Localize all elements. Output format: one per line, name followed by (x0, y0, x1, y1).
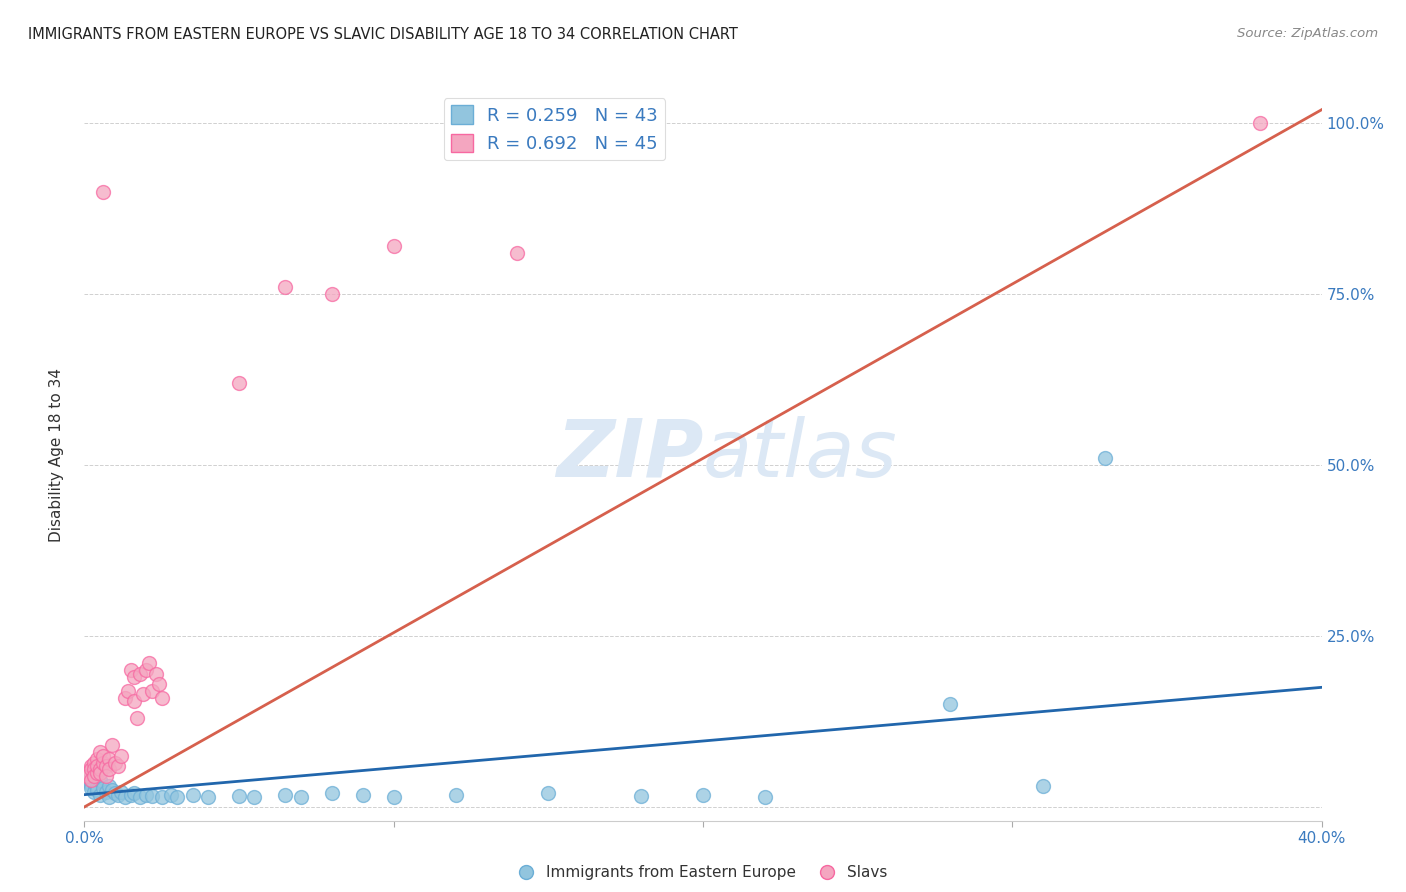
Point (135, 663, 157, 677)
Point (86, 765, 108, 780)
Point (382, 789, 405, 804)
Point (321, 786, 343, 800)
Point (1032, 780, 1054, 794)
Point (506, 246, 529, 260)
Point (86, 759, 108, 773)
Point (79, 759, 101, 773)
Point (104, 786, 127, 800)
Legend: Immigrants from Eastern Europe, Slavs: Immigrants from Eastern Europe, Slavs (513, 859, 893, 886)
Point (537, 786, 560, 800)
Point (117, 683, 139, 698)
Point (160, 788, 183, 802)
Point (135, 788, 157, 802)
Point (197, 789, 219, 804)
Point (1249, 116, 1271, 130)
Point (89, 765, 111, 780)
Point (76, 769, 98, 783)
Point (83, 769, 105, 783)
Point (754, 789, 776, 804)
Point (89, 788, 111, 802)
Point (114, 789, 136, 804)
Point (166, 789, 188, 804)
Point (141, 789, 163, 803)
Point (181, 788, 204, 802)
Text: ZIP: ZIP (555, 416, 703, 494)
Point (98, 752, 121, 766)
Point (83, 776, 105, 790)
Point (150, 789, 173, 804)
Point (86, 780, 108, 794)
Point (94, 769, 117, 783)
Point (91, 756, 114, 770)
Text: atlas: atlas (703, 416, 898, 494)
Point (107, 788, 129, 802)
Point (83, 763, 105, 777)
Y-axis label: Disability Age 18 to 34: Disability Age 18 to 34 (49, 368, 63, 542)
Point (79, 778, 101, 792)
Point (79, 780, 101, 795)
Point (243, 789, 266, 804)
Point (132, 687, 155, 701)
Point (91, 185, 114, 199)
Point (122, 694, 145, 708)
Point (89, 772, 111, 787)
Point (122, 670, 145, 684)
Point (120, 788, 142, 802)
Point (91, 748, 114, 763)
Point (89, 763, 111, 777)
Point (101, 739, 124, 753)
Point (98, 780, 121, 794)
Point (110, 785, 132, 799)
Point (104, 756, 127, 770)
Point (228, 789, 250, 803)
Point (274, 788, 297, 802)
Point (692, 788, 714, 802)
Point (79, 763, 101, 777)
Point (444, 788, 467, 802)
Point (148, 677, 170, 691)
Text: Source: ZipAtlas.com: Source: ZipAtlas.com (1237, 27, 1378, 40)
Point (145, 666, 167, 681)
Point (110, 748, 132, 763)
Point (89, 745, 111, 759)
Point (76, 774, 98, 789)
Point (107, 759, 129, 773)
Point (94, 759, 117, 773)
Point (79, 772, 101, 787)
Point (114, 690, 136, 705)
Point (129, 666, 152, 681)
Point (91, 780, 114, 795)
Point (228, 376, 250, 391)
Point (138, 657, 160, 671)
Point (129, 789, 152, 804)
Point (98, 789, 121, 804)
Point (290, 789, 312, 804)
Point (86, 783, 108, 797)
Point (274, 280, 297, 294)
Point (120, 663, 142, 677)
Point (141, 683, 163, 698)
Point (76, 765, 98, 780)
Point (86, 752, 108, 766)
Point (94, 785, 117, 799)
Point (122, 786, 145, 800)
Point (321, 287, 343, 301)
Point (101, 783, 124, 797)
Point (939, 698, 962, 712)
Point (125, 711, 148, 725)
Point (83, 785, 105, 799)
Point (83, 756, 105, 770)
Point (1094, 451, 1116, 466)
Point (352, 788, 374, 802)
Text: IMMIGRANTS FROM EASTERN EUROPE VS SLAVIC DISABILITY AGE 18 TO 34 CORRELATION CHA: IMMIGRANTS FROM EASTERN EUROPE VS SLAVIC… (28, 27, 738, 42)
Point (630, 789, 652, 803)
Point (150, 690, 173, 705)
Point (98, 763, 121, 777)
Point (382, 239, 405, 253)
